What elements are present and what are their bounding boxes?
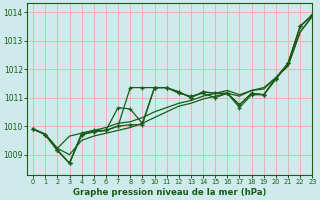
X-axis label: Graphe pression niveau de la mer (hPa): Graphe pression niveau de la mer (hPa): [73, 188, 266, 197]
